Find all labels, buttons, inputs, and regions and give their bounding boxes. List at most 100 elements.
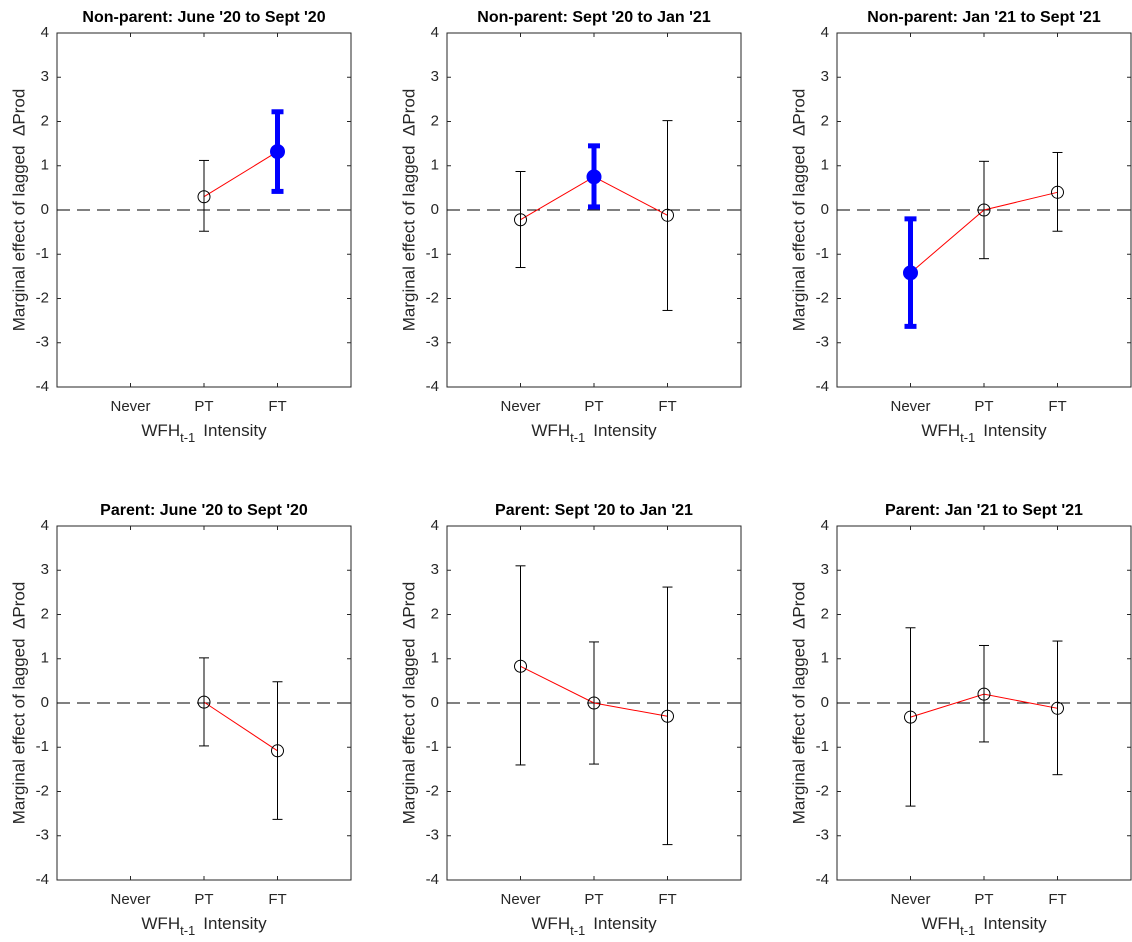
x-axis-label: WFHt-1 Intensity <box>531 914 657 938</box>
x-tick-label: FT <box>658 891 676 908</box>
y-tick-label: -4 <box>816 378 829 395</box>
y-tick-label: 2 <box>431 605 439 622</box>
y-tick-label: 4 <box>821 517 829 534</box>
chart-title: Non-parent: Sept '20 to Jan '21 <box>477 9 711 26</box>
y-tick-label: 0 <box>821 694 829 711</box>
estimate-marker <box>903 265 918 281</box>
chart-title: Non-parent: Jan '21 to Sept '21 <box>867 9 1101 26</box>
x-label-rest: Intensity <box>983 421 1047 440</box>
y-tick-label: 0 <box>41 201 49 218</box>
estimate-marker <box>270 144 285 160</box>
y-tick-label: -3 <box>36 827 49 844</box>
x-label-rest: Intensity <box>593 421 657 440</box>
x-tick-label: Never <box>110 398 150 415</box>
y-tick-label: -1 <box>36 738 49 755</box>
estimate-line <box>203 151 278 198</box>
x-tick-label: PT <box>974 891 993 908</box>
estimate-marker <box>661 709 674 723</box>
x-label-sub: t-1 <box>960 430 975 445</box>
estimate-marker <box>514 213 527 227</box>
x-tick-label: FT <box>268 398 286 415</box>
y-tick-label: 1 <box>821 157 829 174</box>
y-tick-label: 2 <box>821 112 829 129</box>
y-axis-label: Marginal effect of lagged ΔProd <box>399 582 418 825</box>
x-axis-label: WFHt-1 Intensity <box>531 421 657 445</box>
estimate-marker <box>586 169 602 185</box>
x-tick-label: Never <box>500 891 540 908</box>
estimate-marker <box>977 203 991 217</box>
y-tick-label: 3 <box>821 68 829 85</box>
x-tick-label: Never <box>890 398 930 415</box>
y-tick-label: 2 <box>821 605 829 622</box>
estimate-marker <box>587 696 601 710</box>
y-tick-label: -2 <box>426 289 439 306</box>
chart-title: Parent: Sept '20 to Jan '21 <box>495 502 693 519</box>
y-tick-label: -2 <box>816 289 829 306</box>
subplot: Non-parent: Sept '20 to Jan '21 -4 -3 -2 -1 0… <box>399 9 742 445</box>
y-axis-label: Marginal effect of lagged ΔProd <box>9 89 28 332</box>
y-tick-label: -3 <box>36 334 49 351</box>
y-tick-label: -4 <box>36 378 49 395</box>
y-tick-label: 3 <box>41 561 49 578</box>
x-label-rest: Intensity <box>593 914 657 933</box>
y-tick-label: -2 <box>816 782 829 799</box>
y-tick-label: 3 <box>821 561 829 578</box>
x-tick-label: Never <box>500 398 540 415</box>
x-label-sub: t-1 <box>960 923 975 938</box>
x-label-sub: t-1 <box>570 430 585 445</box>
subplot: Parent: Jan '21 to Sept '21 -4 -3 -2 -1 0 1 2 3 4… <box>789 502 1132 938</box>
chart-title: Parent: June '20 to Sept '20 <box>100 502 308 519</box>
y-tick-label: 4 <box>431 24 439 41</box>
subplot: Non-parent: June '20 to Sept '20 -4 -3 -2 -1… <box>9 9 352 445</box>
y-tick-label: -4 <box>816 871 829 888</box>
y-axis-label: Marginal effect of lagged ΔProd <box>789 89 808 332</box>
x-label-sub: t-1 <box>180 923 195 938</box>
y-tick-label: 4 <box>431 517 439 534</box>
x-label-main: WFH <box>531 421 570 440</box>
x-label-rest: Intensity <box>203 914 267 933</box>
x-tick-label: PT <box>584 398 603 415</box>
estimate-marker <box>271 744 284 758</box>
y-tick-label: 4 <box>41 517 49 534</box>
estimate-marker <box>661 208 674 222</box>
y-tick-label: -1 <box>426 738 439 755</box>
x-tick-label: FT <box>268 891 286 908</box>
estimate-marker <box>1051 185 1064 199</box>
x-tick-label: Never <box>110 891 150 908</box>
y-tick-label: -1 <box>816 245 829 262</box>
x-label-sub: t-1 <box>570 923 585 938</box>
y-tick-label: -3 <box>816 827 829 844</box>
x-tick-label: PT <box>584 891 603 908</box>
y-axis-label: Marginal effect of lagged ΔProd <box>789 582 808 825</box>
x-tick-label: FT <box>1048 398 1066 415</box>
estimate-marker <box>904 710 917 724</box>
y-axis-label: Marginal effect of lagged ΔProd <box>9 582 28 825</box>
estimate-marker <box>514 659 527 673</box>
y-tick-label: -2 <box>426 782 439 799</box>
x-label-main: WFH <box>921 914 960 933</box>
x-label-main: WFH <box>141 421 180 440</box>
y-tick-label: 2 <box>41 112 49 129</box>
y-tick-label: 2 <box>41 605 49 622</box>
y-tick-label: -1 <box>816 738 829 755</box>
subplot: Parent: June '20 to Sept '20 -4 -3 -2 -1 0 1 2 3… <box>9 502 352 938</box>
x-tick-label: FT <box>658 398 676 415</box>
x-tick-label: PT <box>194 891 213 908</box>
y-tick-label: 1 <box>41 157 49 174</box>
y-tick-label: 0 <box>431 694 439 711</box>
y-tick-label: 1 <box>431 157 439 174</box>
y-tick-label: 0 <box>41 694 49 711</box>
y-tick-label: 4 <box>41 24 49 41</box>
y-tick-label: -2 <box>36 289 49 306</box>
x-axis-label: WFHt-1 Intensity <box>921 914 1047 938</box>
x-tick-label: Never <box>890 891 930 908</box>
x-tick-label: PT <box>974 398 993 415</box>
y-tick-label: -2 <box>36 782 49 799</box>
y-tick-label: -3 <box>426 827 439 844</box>
x-label-main: WFH <box>141 914 180 933</box>
estimate-marker <box>197 695 211 709</box>
x-label-main: WFH <box>921 421 960 440</box>
x-tick-label: PT <box>194 398 213 415</box>
y-tick-label: 4 <box>821 24 829 41</box>
